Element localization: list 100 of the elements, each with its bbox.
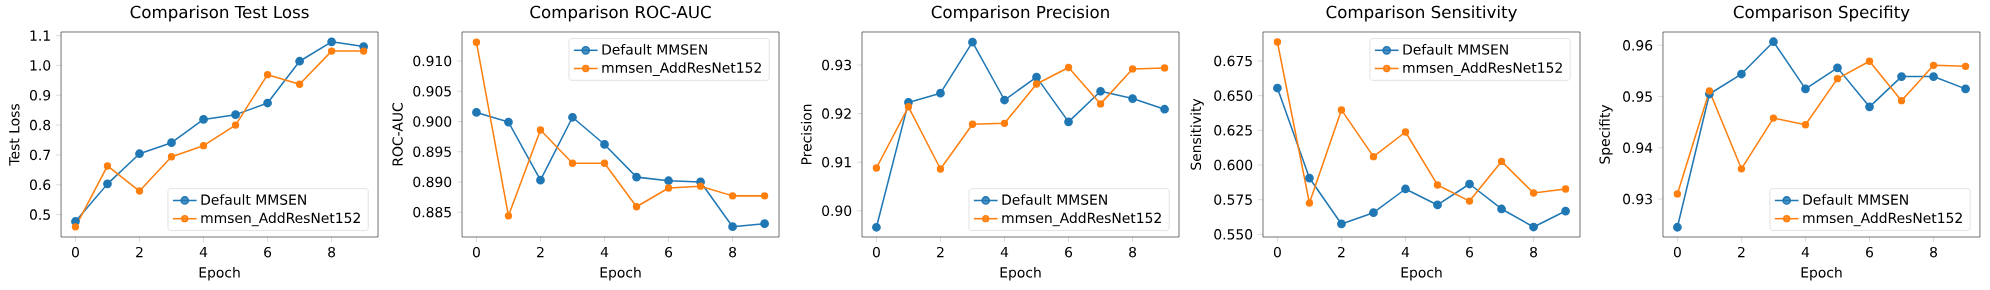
y-axis-title: Test Loss bbox=[9, 104, 20, 166]
point bbox=[600, 159, 609, 167]
point bbox=[1305, 199, 1314, 207]
y-tick-label: 0.7 bbox=[29, 149, 50, 161]
point bbox=[199, 115, 208, 124]
point bbox=[359, 47, 368, 55]
chart-title: Comparison Specifity bbox=[1733, 5, 1910, 22]
x-axis-title: Epoch bbox=[1801, 266, 1842, 281]
y-tick-label: 1.1 bbox=[30, 30, 50, 41]
y-tick-label: 0.910 bbox=[413, 55, 452, 67]
point bbox=[1897, 72, 1906, 81]
point bbox=[1769, 114, 1778, 122]
y-tick-label: 0.890 bbox=[413, 176, 452, 188]
legend-label: mmsen_AddResNet152 bbox=[1002, 212, 1161, 227]
point bbox=[1561, 185, 1570, 193]
y-tick-label: 0.5 bbox=[29, 209, 50, 220]
point bbox=[696, 182, 705, 190]
y-tick-label: 1.0 bbox=[30, 60, 51, 71]
x-tick-label: 4 bbox=[1000, 246, 1009, 258]
point bbox=[1369, 208, 1378, 218]
x-tick-label: 6 bbox=[665, 246, 673, 258]
point bbox=[1273, 83, 1282, 93]
point bbox=[1737, 165, 1746, 173]
point bbox=[1064, 117, 1073, 127]
x-tick-label: 0 bbox=[1273, 246, 1281, 258]
point bbox=[872, 164, 881, 172]
point bbox=[103, 162, 112, 170]
chart-title: Comparison Sensitivity bbox=[1326, 5, 1517, 22]
legend-label: Default MMSEN bbox=[602, 43, 707, 55]
point bbox=[1401, 184, 1410, 194]
point bbox=[936, 88, 945, 98]
y-tick-label: 0.895 bbox=[413, 146, 451, 157]
x-tick-label: 6 bbox=[1866, 246, 1874, 258]
point bbox=[1561, 206, 1570, 216]
point bbox=[1497, 204, 1506, 214]
legend-label: mmsen_AddResNet152 bbox=[1403, 62, 1562, 76]
point bbox=[632, 172, 641, 182]
point bbox=[327, 47, 336, 55]
point bbox=[728, 222, 737, 232]
point bbox=[1929, 72, 1938, 81]
chart-title: Comparison Test Loss bbox=[130, 5, 309, 22]
y-tick-label: 0.90 bbox=[822, 205, 852, 217]
x-axis-title: Epoch bbox=[1000, 266, 1041, 281]
y-tick-label: 0.885 bbox=[413, 206, 451, 218]
y-tick-label: 0.6 bbox=[29, 179, 51, 191]
y-tick-label: 0.550 bbox=[1214, 229, 1253, 240]
point bbox=[1497, 157, 1506, 166]
point bbox=[295, 80, 304, 88]
x-tick-label: 4 bbox=[600, 246, 609, 258]
point bbox=[760, 192, 769, 200]
legend-label: mmsen_AddResNet152 bbox=[602, 62, 761, 76]
point bbox=[167, 138, 176, 148]
y-tick-label: 0.93 bbox=[822, 59, 851, 71]
x-tick-label: 6 bbox=[1466, 246, 1474, 258]
point bbox=[936, 165, 945, 173]
point bbox=[1897, 96, 1906, 105]
point bbox=[1801, 121, 1810, 129]
point bbox=[1369, 153, 1378, 161]
point bbox=[1769, 37, 1778, 47]
x-tick-label: 8 bbox=[1129, 246, 1137, 258]
legend-label: mmsen_AddResNet152 bbox=[1803, 212, 1962, 227]
point bbox=[103, 179, 112, 189]
point bbox=[1465, 197, 1474, 205]
y-tick-label: 0.94 bbox=[1623, 142, 1653, 154]
point bbox=[167, 153, 176, 161]
point bbox=[472, 108, 481, 117]
x-tick-label: 8 bbox=[1530, 246, 1538, 258]
point bbox=[536, 175, 545, 185]
point bbox=[1305, 173, 1314, 183]
x-tick-label: 4 bbox=[1401, 246, 1410, 258]
point bbox=[231, 121, 240, 129]
point bbox=[199, 142, 208, 150]
point bbox=[1160, 104, 1169, 114]
point bbox=[263, 70, 272, 79]
y-tick-label: 0.675 bbox=[1214, 55, 1252, 67]
point bbox=[1465, 179, 1474, 189]
x-axis-title: Epoch bbox=[199, 266, 240, 281]
y-tick-label: 0.575 bbox=[1214, 194, 1252, 205]
y-tick-label: 0.600 bbox=[1214, 159, 1253, 171]
point bbox=[1096, 100, 1105, 108]
y-tick-label: 0.8 bbox=[29, 119, 51, 131]
x-tick-label: 4 bbox=[1801, 246, 1810, 258]
x-tick-label: 8 bbox=[729, 246, 737, 258]
point bbox=[1801, 84, 1810, 94]
y-tick-label: 0.9 bbox=[29, 89, 51, 101]
point bbox=[1673, 190, 1682, 198]
point bbox=[1961, 84, 1970, 94]
point bbox=[1064, 63, 1073, 72]
point bbox=[1401, 128, 1410, 136]
point bbox=[1160, 64, 1169, 72]
y-axis-title: ROC-AUC bbox=[392, 103, 403, 166]
legend-label: Default MMSEN bbox=[1403, 43, 1508, 55]
y-tick-label: 0.92 bbox=[822, 108, 851, 119]
point bbox=[71, 223, 80, 231]
legend-label: Default MMSEN bbox=[1002, 194, 1107, 205]
point bbox=[1032, 72, 1041, 82]
chart-title: Comparison Precision bbox=[931, 5, 1109, 22]
x-tick-label: 6 bbox=[1065, 246, 1073, 258]
y-axis-title: Sensitivity bbox=[1190, 98, 1204, 170]
point bbox=[664, 184, 673, 192]
